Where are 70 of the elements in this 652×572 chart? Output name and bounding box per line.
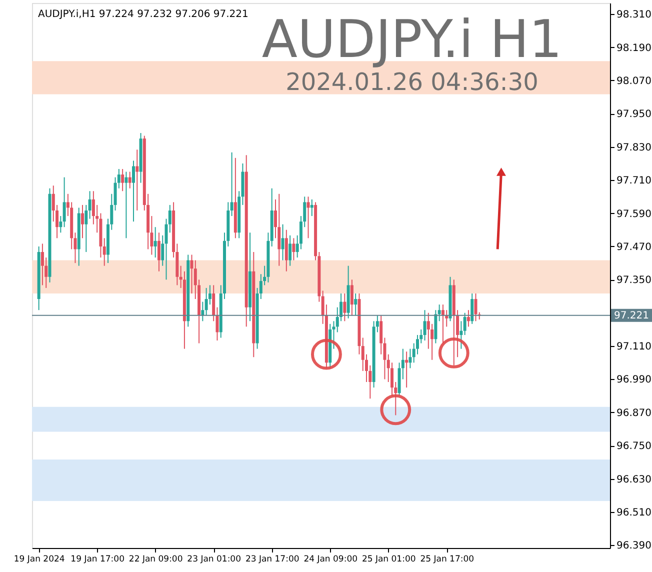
point <box>311 338 342 370</box>
candlestick <box>204 287 208 316</box>
candlestick <box>423 310 426 342</box>
candlestick <box>343 292 346 322</box>
x-tick-label: 24 Jan 09:00 <box>304 554 358 564</box>
candlestick <box>154 226 157 258</box>
y-tick-label: 97.350 <box>616 275 652 286</box>
candlestick <box>474 292 478 322</box>
candlestick <box>281 224 284 261</box>
y-tick-label: 96.990 <box>616 374 652 386</box>
candlestick <box>284 229 288 272</box>
candlestick <box>460 320 463 350</box>
x-tick-label: 23 Jan 01:00 <box>187 554 242 564</box>
candlestick <box>136 149 139 211</box>
y-tick-label: 97.110 <box>616 342 652 353</box>
y-tick-label: 97.710 <box>616 176 652 187</box>
candlestick <box>310 198 314 217</box>
candlestick <box>161 234 164 266</box>
candlestick <box>62 176 66 228</box>
candlestick <box>354 292 358 316</box>
candlestick <box>128 171 132 189</box>
y-tick-label: 96.870 <box>616 408 652 419</box>
candlestick <box>132 160 135 222</box>
candlestick <box>463 312 466 336</box>
x-tick-label: 22 Jan 09:00 <box>128 554 183 564</box>
candlestick <box>190 254 194 294</box>
ref-line-label: 97.221 <box>614 310 649 322</box>
y-tick-label: 97.470 <box>616 242 652 253</box>
candlestick <box>466 310 470 328</box>
x-tick-label: 25 Jan 17:00 <box>420 554 474 564</box>
candlestick <box>121 168 124 192</box>
candlestick <box>84 204 88 252</box>
candlestick <box>40 243 44 286</box>
x-tick-label: 25 Jan 01:00 <box>362 554 416 564</box>
candlestick <box>470 292 474 324</box>
candlestick <box>102 238 106 266</box>
point <box>380 394 412 426</box>
candlestick <box>201 301 204 322</box>
y-tick-label: 96.390 <box>616 540 652 552</box>
candlestick <box>438 304 441 322</box>
x-tick-label: 19 Jan 2024 <box>14 554 65 564</box>
chart-title: AUDJPY.i H1 <box>262 10 562 70</box>
candlestick <box>157 232 160 272</box>
candlestick <box>88 190 92 220</box>
text: 2024.01.26 04:36:30 <box>286 68 538 96</box>
candlestick <box>124 171 128 239</box>
y-tick-label: 97.830 <box>616 142 652 154</box>
candlestick <box>306 196 310 239</box>
candlestick <box>288 234 292 266</box>
y-tick-label: 98.190 <box>616 42 652 54</box>
y-tick-label: 98.310 <box>616 10 652 21</box>
candlestick <box>81 204 84 239</box>
y-tick-label: 97.950 <box>616 109 652 120</box>
x-tick-label: 19 Jan 17:00 <box>70 554 124 564</box>
y-tick-label: 96.510 <box>616 508 652 519</box>
candlestick <box>230 152 234 217</box>
candlestick <box>350 279 354 316</box>
candlestick <box>405 351 408 388</box>
y-tick-label: 97.590 <box>616 208 652 220</box>
y-tick-label: 96.630 <box>616 474 652 486</box>
candlestick <box>59 216 62 234</box>
candlestick <box>408 348 412 369</box>
annotation: AUDJPY.i,H1 97.224 97.232 97.206 97.221 <box>38 9 248 20</box>
candlestick <box>278 193 281 266</box>
x-tick-label: 23 Jan 17:00 <box>245 554 300 564</box>
candlestick <box>292 238 296 261</box>
point <box>438 338 470 368</box>
y-tick-label: 98.070 <box>616 76 652 87</box>
y-tick-label: 96.750 <box>616 441 652 452</box>
candlestick <box>441 304 444 344</box>
